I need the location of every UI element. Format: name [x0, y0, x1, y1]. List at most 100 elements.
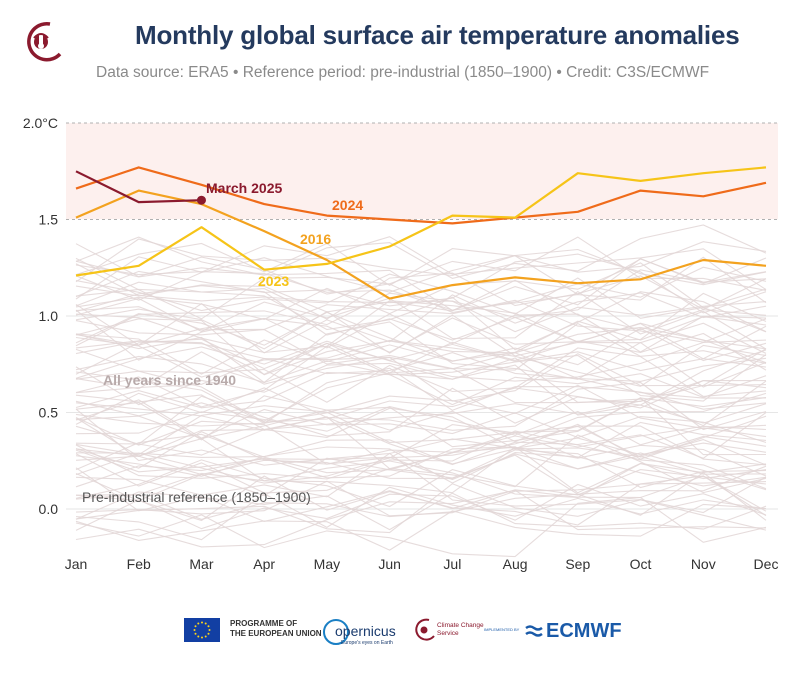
y-tick-label-4: 0.0	[39, 501, 59, 517]
series-endpoint-march-2025	[196, 195, 206, 205]
eu-flag-icon	[184, 618, 220, 642]
background-year-line	[75, 308, 767, 357]
background-year-line	[75, 387, 767, 445]
x-axis-labels: Jan Feb Mar Apr May Jun Jul Aug Sep Oct Nov Dec	[65, 556, 779, 572]
background-year-line	[75, 452, 767, 514]
background-years-label: All years since 1940	[103, 372, 236, 388]
x-tick-label-sep: Sep	[565, 556, 590, 572]
x-tick-label-dec: Dec	[754, 556, 779, 572]
background-year-line	[75, 357, 766, 406]
background-year-line	[75, 399, 767, 444]
background-year-line	[75, 467, 767, 522]
background-years-lines	[75, 224, 767, 558]
background-year-line	[75, 439, 767, 476]
background-year-line	[75, 472, 767, 521]
background-year-line	[75, 406, 767, 446]
background-year-line	[75, 446, 767, 494]
background-year-line	[75, 449, 767, 489]
label-march-2025: March 2025	[206, 180, 282, 196]
background-year-line	[75, 327, 767, 375]
x-tick-label-jun: Jun	[378, 556, 401, 572]
background-year-line	[75, 321, 767, 388]
eu-programme-text: PROGRAMME OF THE EUROPEAN UNION	[230, 619, 325, 639]
ecmwf-mark-icon	[525, 625, 543, 637]
label-2016: 2016	[300, 231, 331, 247]
background-year-line	[75, 434, 767, 494]
x-tick-label-jul: Jul	[443, 556, 461, 572]
ecmwf-implemented-by: IMPLEMENTED BY	[484, 627, 520, 632]
x-tick-label-mar: Mar	[189, 556, 213, 572]
chart-title: Monthly global surface air temperature a…	[135, 20, 740, 50]
background-year-line	[75, 397, 767, 456]
series-line-2024	[75, 166, 767, 225]
background-year-line	[75, 279, 767, 331]
eu-line-2: THE EUROPEAN UNION	[230, 629, 322, 638]
background-year-line	[75, 392, 767, 443]
background-year-line	[75, 347, 767, 403]
c3s-small-icon	[415, 618, 435, 641]
series-line-2023	[75, 166, 767, 277]
background-year-line	[75, 345, 767, 408]
background-year-line	[75, 381, 767, 431]
background-year-line	[75, 336, 767, 387]
background-year-line	[75, 257, 767, 312]
background-year-line	[75, 257, 767, 320]
y-tick-label-3: 0.5	[39, 405, 59, 421]
background-year-line	[75, 256, 767, 311]
label-2023: 2023	[258, 273, 289, 289]
copernicus-tagline: Europe's eyes on Earth	[341, 640, 393, 646]
background-year-line	[75, 412, 767, 466]
background-year-line	[75, 292, 767, 347]
x-tick-label-apr: Apr	[253, 556, 275, 572]
background-year-line	[75, 408, 767, 466]
background-year-line	[75, 262, 767, 320]
background-year-line	[75, 460, 767, 500]
background-year-line	[75, 242, 767, 296]
x-tick-label-jan: Jan	[65, 556, 88, 572]
highlighted-series	[75, 166, 767, 300]
baseline-label: Pre-industrial reference (1850–1900)	[82, 489, 311, 505]
background-year-line	[75, 483, 767, 534]
background-year-line	[75, 483, 767, 531]
eu-line-1: PROGRAMME OF	[230, 619, 298, 628]
background-year-line	[75, 339, 767, 382]
series-line-2016	[75, 189, 767, 300]
x-tick-label-may: May	[314, 556, 340, 572]
background-year-line	[75, 496, 767, 558]
background-year-line	[75, 340, 767, 382]
background-year-line	[75, 311, 767, 362]
background-year-line	[75, 272, 767, 320]
y-tick-label-1: 1.5	[39, 212, 59, 228]
background-year-line	[75, 489, 767, 548]
y-tick-label-0: 2.0°C	[23, 115, 58, 131]
y-axis-labels: 2.0°C 1.5 1.0 0.5 0.0	[23, 115, 58, 517]
background-year-line	[75, 491, 767, 531]
label-2024: 2024	[332, 197, 363, 213]
background-year-line	[75, 384, 767, 429]
c3s-text: Climate Change Service	[437, 622, 484, 637]
background-year-line	[75, 309, 767, 361]
background-year-line	[75, 348, 767, 402]
background-year-line	[75, 273, 767, 333]
climate-change-service-logo: Climate Change Service	[413, 616, 484, 646]
background-year-line	[75, 486, 767, 541]
footer-logos: PROGRAMME OF THE EUROPEAN UNION opernicu…	[0, 612, 800, 652]
background-year-line	[75, 236, 767, 295]
background-year-line	[75, 236, 767, 300]
copernicus-ring-icon	[323, 619, 349, 645]
background-year-line	[75, 402, 767, 470]
chart-subtitle: Data source: ERA5 • Reference period: pr…	[96, 64, 710, 81]
x-tick-label-aug: Aug	[503, 556, 528, 572]
ecmwf-word: ECMWF	[546, 620, 622, 642]
background-year-line	[75, 299, 767, 343]
x-tick-label-feb: Feb	[127, 556, 151, 572]
background-year-line	[75, 238, 767, 283]
background-year-line	[75, 349, 767, 416]
y-tick-label-2: 1.0	[39, 308, 59, 324]
background-year-line	[75, 224, 767, 279]
line-chart: 2.0°C 1.5 1.0 0.5 0.0 Jan Feb Mar Apr May Jun Jul A…	[23, 115, 779, 572]
copernicus-word: opernicus	[335, 623, 396, 639]
c3s-logo	[27, 21, 62, 62]
background-year-line	[75, 372, 767, 409]
background-year-line	[75, 503, 767, 551]
